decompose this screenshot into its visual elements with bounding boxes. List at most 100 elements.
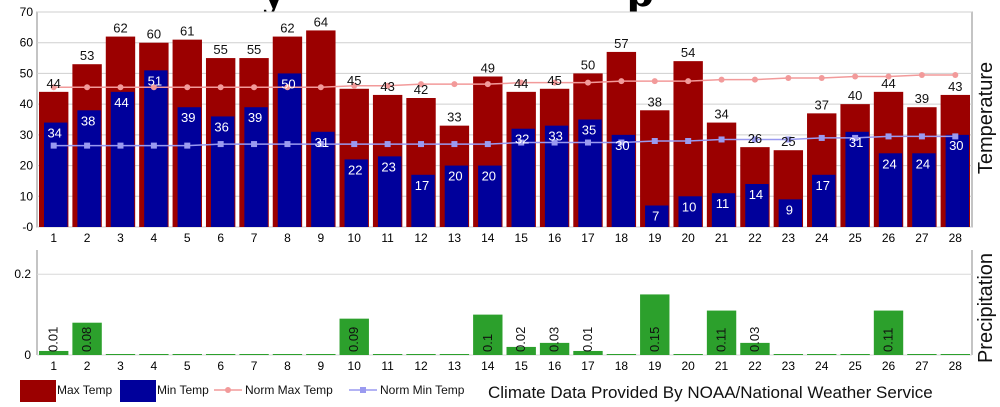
precipitation-bar	[940, 354, 970, 355]
temperature-x-tick: 12	[414, 231, 428, 245]
norm-min-temp-point	[384, 141, 391, 148]
precipitation-bar	[139, 354, 169, 355]
precipitation-bar	[840, 354, 870, 355]
norm-min-temp-point	[251, 141, 258, 148]
precipitation-label: 0.01	[580, 327, 595, 352]
precipitation-bar	[239, 354, 269, 355]
precipitation-bar	[105, 354, 136, 355]
precipitation-bar	[205, 354, 236, 355]
precipitation-x-tick: 7	[251, 359, 258, 373]
norm-max-temp-point	[251, 84, 258, 91]
norm-max-temp-point	[117, 84, 124, 91]
temperature-y-tick: 20	[20, 159, 34, 173]
norm-max-temp-point	[484, 81, 491, 88]
norm-min-temp-point	[818, 134, 825, 141]
temperature-x-tick: 28	[949, 231, 963, 245]
precipitation-label: 0.08	[79, 327, 94, 352]
precipitation-x-tick: 6	[217, 359, 224, 373]
temperature-x-tick: 1	[50, 231, 57, 245]
temperature-x-tick: 7	[251, 231, 258, 245]
precipitation-label: 0.02	[513, 327, 528, 352]
norm-min-temp-point	[317, 141, 324, 148]
temperature-x-tick: 11	[381, 231, 394, 245]
norm-min-temp-point	[785, 136, 792, 143]
precipitation-label: 0.11	[714, 328, 729, 352]
temperature-x-tick: 13	[448, 231, 462, 245]
precipitation-bar	[439, 354, 470, 355]
max-temp-label: 54	[681, 45, 695, 60]
norm-max-temp-point	[818, 75, 825, 82]
temperature-x-tick: 25	[848, 231, 862, 245]
norm-min-temp-point	[551, 139, 558, 146]
max-temp-label: 62	[280, 21, 294, 36]
precipitation-bar	[473, 314, 503, 355]
min-temp-bar	[778, 199, 803, 227]
norm-min-temp-point	[84, 142, 91, 149]
precipitation-bar	[873, 310, 904, 355]
max-temp-label: 62	[113, 21, 127, 36]
precipitation-bar	[372, 354, 403, 355]
precipitation-bar	[39, 350, 69, 355]
max-temp-label: 33	[447, 110, 461, 125]
precipitation-axis-title: Precipitation	[975, 253, 997, 363]
temperature-y-tick: 60	[20, 36, 34, 50]
temperature-x-tick: 10	[348, 231, 362, 245]
legend-label: Norm Min Temp	[380, 383, 465, 397]
max-temp-label: 37	[814, 97, 828, 112]
precipitation-label: 0.03	[747, 327, 762, 352]
precipitation-bar	[907, 354, 937, 355]
min-temp-bar	[311, 131, 335, 227]
precipitation-x-tick: 15	[515, 359, 529, 373]
min-temp-label: 20	[482, 169, 496, 184]
max-temp-label: 42	[414, 82, 428, 97]
min-temp-bar	[678, 196, 702, 227]
norm-min-temp-point	[685, 138, 692, 144]
temperature-axis-title: Temperature	[975, 62, 997, 174]
norm-min-temp-point	[184, 142, 191, 149]
precipitation-bar	[773, 354, 804, 355]
min-temp-bar	[44, 122, 68, 227]
norm-max-temp-point	[284, 84, 291, 91]
legend-label: Norm Max Temp	[245, 383, 333, 397]
temperature-x-tick: 2	[84, 231, 91, 245]
min-temp-label: 23	[381, 159, 395, 174]
precipitation-x-tick: 11	[381, 359, 394, 373]
min-temp-bar	[144, 70, 168, 227]
precipitation-bar	[506, 346, 536, 355]
norm-max-temp-point	[384, 82, 391, 89]
norm-max-temp-point	[952, 71, 959, 78]
precipitation-bar	[807, 354, 837, 355]
temperature-y-tick: 10	[20, 189, 34, 203]
norm-max-temp-point	[518, 79, 525, 86]
precipitation-bar	[640, 294, 670, 355]
max-temp-label: 45	[547, 73, 561, 88]
precipitation-y-tick: 0.2	[14, 267, 31, 281]
precipitation-label: 0.11	[881, 328, 896, 352]
temperature-y-tick: 70	[20, 5, 34, 19]
norm-min-temp-point	[217, 141, 224, 148]
min-temp-label: 32	[515, 132, 529, 147]
temperature-x-tick: 27	[915, 231, 929, 245]
precipitation-bar	[539, 342, 570, 355]
precipitation-label: 0.03	[547, 327, 562, 352]
precipitation-x-tick: 10	[348, 359, 362, 373]
min-temp-bar	[812, 174, 836, 227]
max-temp-label: 38	[648, 94, 662, 109]
min-temp-label: 17	[815, 178, 829, 193]
precipitation-x-tick: 13	[448, 359, 462, 373]
precipitation-bar	[72, 322, 102, 355]
max-temp-label: 55	[247, 42, 261, 57]
temperature-x-tick: 26	[882, 231, 896, 245]
legend-marker	[225, 387, 231, 393]
precipitation-x-tick: 17	[581, 359, 595, 373]
norm-max-temp-point	[685, 78, 692, 85]
precipitation-x-tick: 20	[681, 359, 695, 373]
temperature-x-tick: 19	[648, 231, 662, 245]
min-temp-bar	[444, 165, 469, 227]
precipitation-bar	[306, 354, 336, 355]
norm-min-temp-point	[284, 141, 291, 148]
precipitation-x-tick: 27	[915, 359, 929, 373]
min-temp-bar	[377, 156, 402, 227]
min-temp-bar	[177, 107, 201, 227]
min-temp-bar	[878, 153, 903, 227]
